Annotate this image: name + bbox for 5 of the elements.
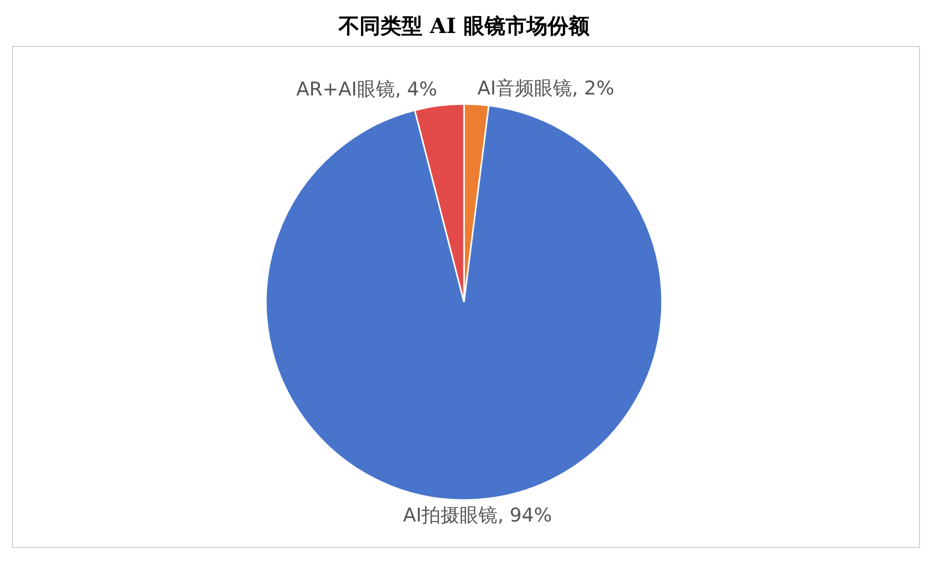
- slice-label: AI拍摄眼镜, 94%: [402, 504, 552, 527]
- chart-title: 不同类型 AI 眼镜市场份额: [337, 12, 590, 40]
- slice-label: AR+AI眼镜, 4%: [296, 78, 438, 101]
- pie-slice: [265, 104, 663, 500]
- slice-label: AI音频眼镜, 2%: [477, 77, 614, 100]
